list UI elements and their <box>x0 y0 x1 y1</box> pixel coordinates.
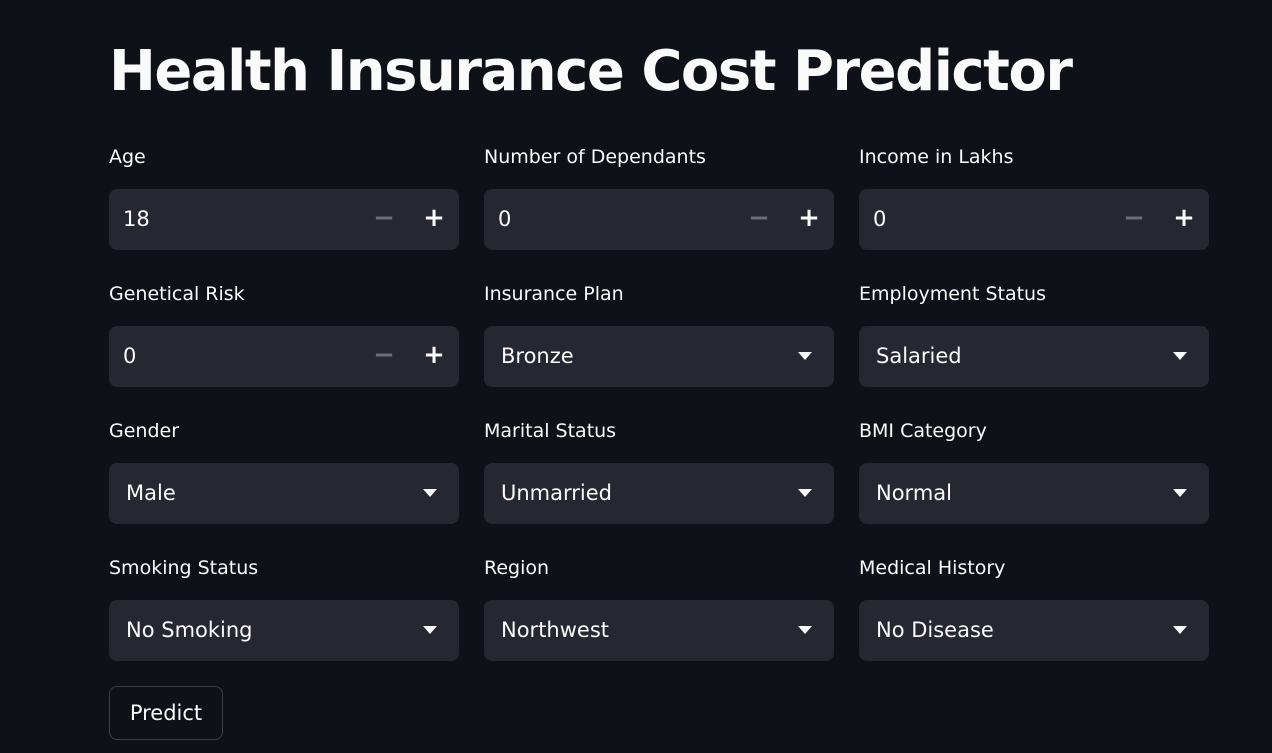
insurance-plan-value: Bronze <box>501 344 574 368</box>
bmi-category-value: Normal <box>876 481 952 505</box>
chevron-down-icon[interactable] <box>423 489 437 497</box>
bmi-category-select[interactable]: Normal <box>859 463 1209 524</box>
gender-label: Gender <box>109 420 180 442</box>
employment-status-field: Employment Status Salaried <box>859 277 1209 414</box>
dependants-decrement-button[interactable]: − <box>748 203 770 233</box>
medical-history-label: Medical History <box>859 557 1006 579</box>
genetical-risk-field: Genetical Risk 0 − + <box>109 277 459 414</box>
gender-field: Gender Male <box>109 414 459 551</box>
age-decrement-button[interactable]: − <box>373 203 395 233</box>
dependants-increment-button[interactable]: + <box>798 203 820 233</box>
age-field: Age 18 − + <box>109 140 459 277</box>
age-label: Age <box>109 146 146 168</box>
bmi-category-field: BMI Category Normal <box>859 414 1209 551</box>
genetical-risk-number-input[interactable]: 0 − + <box>109 326 459 387</box>
chevron-down-icon[interactable] <box>1173 626 1187 634</box>
form-grid: Age 18 − + Number of Dependants 0 − + In… <box>109 140 1209 688</box>
chevron-down-icon[interactable] <box>1173 352 1187 360</box>
medical-history-select[interactable]: No Disease <box>859 600 1209 661</box>
insurance-plan-label: Insurance Plan <box>484 283 624 305</box>
smoking-status-select[interactable]: No Smoking <box>109 600 459 661</box>
genetical-risk-value[interactable]: 0 <box>123 344 137 368</box>
smoking-status-value: No Smoking <box>126 618 253 642</box>
gender-value: Male <box>126 481 176 505</box>
gender-select[interactable]: Male <box>109 463 459 524</box>
employment-status-value: Salaried <box>876 344 962 368</box>
region-field: Region Northwest <box>484 551 834 688</box>
employment-status-select[interactable]: Salaried <box>859 326 1209 387</box>
income-decrement-button[interactable]: − <box>1123 203 1145 233</box>
dependants-label: Number of Dependants <box>484 146 706 168</box>
chevron-down-icon[interactable] <box>1173 489 1187 497</box>
income-value[interactable]: 0 <box>873 207 887 231</box>
genetical-risk-increment-button[interactable]: + <box>423 340 445 370</box>
marital-status-label: Marital Status <box>484 420 617 442</box>
income-number-input[interactable]: 0 − + <box>859 189 1209 250</box>
smoking-status-field: Smoking Status No Smoking <box>109 551 459 688</box>
bmi-category-label: BMI Category <box>859 420 987 442</box>
page-title: Health Insurance Cost Predictor <box>109 39 1073 104</box>
medical-history-field: Medical History No Disease <box>859 551 1209 688</box>
chevron-down-icon[interactable] <box>798 626 812 634</box>
chevron-down-icon[interactable] <box>423 626 437 634</box>
income-field: Income in Lakhs 0 − + <box>859 140 1209 277</box>
region-label: Region <box>484 557 550 579</box>
marital-status-field: Marital Status Unmarried <box>484 414 834 551</box>
age-number-input[interactable]: 18 − + <box>109 189 459 250</box>
income-label: Income in Lakhs <box>859 146 1014 168</box>
dependants-number-input[interactable]: 0 − + <box>484 189 834 250</box>
smoking-status-label: Smoking Status <box>109 557 259 579</box>
medical-history-value: No Disease <box>876 618 994 642</box>
chevron-down-icon[interactable] <box>798 352 812 360</box>
marital-status-select[interactable]: Unmarried <box>484 463 834 524</box>
age-increment-button[interactable]: + <box>423 203 445 233</box>
predict-button[interactable]: Predict <box>109 686 223 740</box>
insurance-plan-select[interactable]: Bronze <box>484 326 834 387</box>
employment-status-label: Employment Status <box>859 283 1046 305</box>
dependants-value[interactable]: 0 <box>498 207 512 231</box>
insurance-plan-field: Insurance Plan Bronze <box>484 277 834 414</box>
region-value: Northwest <box>501 618 610 642</box>
genetical-risk-decrement-button[interactable]: − <box>373 340 395 370</box>
genetical-risk-label: Genetical Risk <box>109 283 245 305</box>
region-select[interactable]: Northwest <box>484 600 834 661</box>
age-value[interactable]: 18 <box>123 207 150 231</box>
marital-status-value: Unmarried <box>501 481 612 505</box>
chevron-down-icon[interactable] <box>798 489 812 497</box>
dependants-field: Number of Dependants 0 − + <box>484 140 834 277</box>
income-increment-button[interactable]: + <box>1173 203 1195 233</box>
